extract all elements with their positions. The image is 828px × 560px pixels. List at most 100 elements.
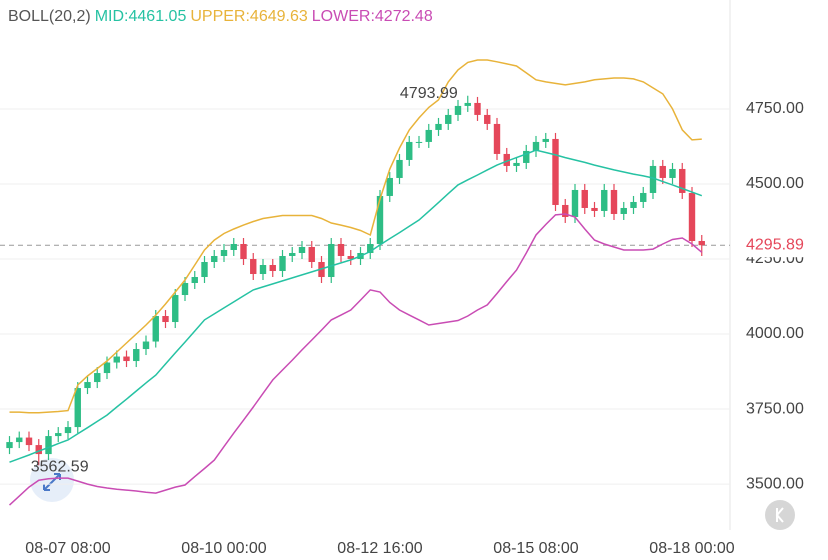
bollinger-line — [8, 213, 703, 506]
candle-body — [513, 162, 520, 166]
bollinger-line — [9, 149, 703, 463]
candle-body — [6, 442, 13, 449]
candle-body — [630, 201, 637, 208]
x-tick-label: 08-18 00:00 — [649, 540, 735, 557]
candle-body — [45, 436, 52, 455]
candle-body — [201, 261, 208, 278]
candle-body — [474, 102, 481, 115]
candle-body — [523, 150, 530, 163]
candle-body — [367, 243, 374, 253]
y-tick-label: 3500.00 — [746, 475, 804, 492]
candle-body — [415, 141, 423, 143]
y-tick-label: 3750.00 — [746, 400, 804, 417]
candle-body — [64, 427, 72, 434]
candle-body — [552, 138, 559, 205]
scroll-icon — [775, 507, 784, 523]
indicator-name: BOLL(20,2) — [8, 8, 91, 25]
candle-body — [581, 189, 588, 208]
low-annotation: 3562.59 — [31, 459, 89, 476]
candle-body — [181, 283, 189, 296]
candle-body — [396, 159, 403, 178]
indicator-header: BOLL(20,2) MID:4461.05 UPPER:4649.63 LOWER:… — [8, 8, 437, 26]
candle-body — [269, 265, 276, 272]
candle-body — [435, 123, 442, 130]
candle-body — [123, 356, 130, 362]
candle-body — [35, 445, 42, 455]
x-tick-label: 08-10 00:00 — [181, 540, 267, 557]
candle-body — [493, 123, 501, 154]
candle-body — [328, 243, 335, 278]
zoom-handle[interactable] — [30, 458, 74, 502]
candle-body — [649, 165, 657, 193]
legend-value: 4649.63 — [249, 8, 308, 25]
candle-body — [279, 255, 286, 272]
candle-body — [289, 252, 296, 256]
candle-body — [484, 114, 491, 124]
candle-body — [152, 316, 159, 342]
candle-body — [103, 362, 111, 374]
candle-body — [16, 437, 23, 443]
candle-body — [191, 277, 198, 284]
candle-body — [532, 141, 540, 151]
x-tick-label: 08-07 08:00 — [25, 540, 111, 557]
candle-body — [464, 102, 471, 106]
candle-body — [172, 295, 179, 323]
candle-body — [94, 373, 101, 383]
zoom-icon — [43, 473, 61, 491]
candle-body — [240, 243, 247, 259]
candle-body — [376, 195, 384, 244]
grid: 3500.003750.004000.004250.004500.004750.… — [0, 100, 804, 492]
candle-body — [259, 265, 267, 275]
candle-body — [347, 255, 354, 259]
candle-body — [298, 246, 306, 253]
x-tick-label: 08-12 16:00 — [337, 540, 423, 557]
candle-body — [142, 341, 150, 350]
candle-body — [250, 258, 257, 275]
last-price-label: 4295.89 — [746, 236, 804, 253]
candle-body — [620, 207, 627, 214]
candle-body — [220, 249, 228, 256]
candle-body — [211, 255, 218, 262]
candle-body — [425, 129, 432, 142]
candle-body — [669, 168, 676, 178]
candle-body — [610, 189, 618, 214]
candle-body — [454, 105, 462, 115]
candle-body — [308, 246, 315, 262]
candle-body — [55, 433, 62, 437]
legend-value: 4272.48 — [374, 8, 433, 25]
candle-body — [601, 189, 608, 211]
candle-body — [503, 153, 510, 166]
candle-body — [337, 243, 345, 256]
candle-body — [571, 189, 579, 217]
candle-body — [562, 204, 569, 217]
last-price-box — [733, 233, 828, 258]
candle-body — [386, 177, 393, 196]
candle-body — [406, 141, 413, 160]
bollinger-line — [9, 59, 702, 414]
legend-label: MID: — [94, 8, 129, 25]
y-tick-label: 4750.00 — [746, 100, 804, 117]
candle-body — [698, 240, 705, 246]
candle-body — [230, 243, 237, 250]
candle-body — [25, 437, 33, 446]
candle-body — [679, 168, 686, 193]
legend-value: 4461.05 — [128, 8, 187, 25]
candle-body — [162, 316, 169, 323]
legend-label: LOWER: — [311, 8, 375, 25]
candle-body — [133, 349, 140, 362]
y-tick-label: 4000.00 — [746, 325, 804, 342]
y-tick-label: 4500.00 — [746, 175, 804, 192]
candle-body — [445, 114, 452, 124]
candle-body — [659, 165, 666, 178]
scroll-button[interactable] — [765, 500, 795, 530]
high-annotation: 4793.99 — [400, 85, 458, 102]
candle-body — [640, 192, 647, 202]
legend-label: UPPER: — [190, 8, 250, 25]
x-tick-label: 08-15 08:00 — [493, 540, 579, 557]
candle-body — [74, 388, 81, 428]
candle-body — [113, 356, 120, 363]
candle-body — [542, 138, 549, 142]
candle-body — [688, 192, 696, 241]
